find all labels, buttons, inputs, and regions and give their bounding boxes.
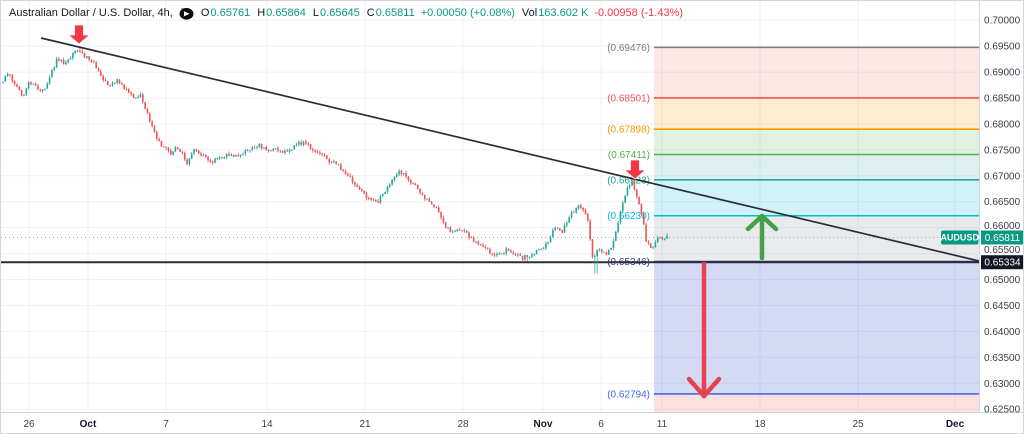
zone-band	[654, 97, 979, 130]
axis-label: (0.62794)	[607, 389, 650, 400]
line-price-tag: 0.65334	[981, 255, 1023, 270]
axis-label: (0.69476)	[607, 43, 650, 54]
symbol-price-tag: AUDUSD 0.65811	[940, 230, 1023, 245]
close-value: C0.65811	[366, 7, 415, 19]
axis-label: 18	[754, 419, 766, 430]
axis-label: 14	[261, 419, 273, 430]
provider-logo-icon	[179, 7, 194, 20]
candlestick-series	[2, 47, 668, 274]
axis-label: Dec	[946, 419, 965, 430]
zone-band	[654, 129, 979, 155]
marker-arrows[interactable]	[67, 24, 647, 180]
change-value: +0.00050 (+0.08%)	[420, 7, 515, 19]
axis-label: 0.67000	[984, 171, 1021, 182]
zone-band	[654, 393, 979, 413]
axis-label: 0.62500	[984, 405, 1021, 416]
high-value: H0.65864	[257, 7, 306, 19]
axis-label: 0.69000	[984, 68, 1021, 79]
axis-label: 0.63000	[984, 379, 1021, 390]
arrow-down-marker-icon[interactable]	[623, 159, 647, 180]
arrow-down-marker-icon[interactable]	[67, 24, 91, 45]
axis-label: 0.70000	[984, 16, 1021, 27]
open-value: O0.65761	[200, 7, 251, 19]
axis-label: 0.63500	[984, 353, 1021, 364]
zone-band	[654, 261, 979, 394]
axis-label: 0.66000	[984, 221, 1021, 232]
axis-label: 0.65000	[984, 275, 1021, 286]
zone-band	[654, 47, 979, 98]
axis-label: 25	[852, 419, 864, 430]
price-axis[interactable]: 0.70000 0.69500 0.69000 0.68500 0.68000 0.675…	[984, 16, 1021, 416]
axis-label: Oct	[80, 419, 97, 430]
axis-label: (0.67411)	[608, 150, 650, 161]
axis-label: 0.69500	[984, 42, 1021, 53]
axis-label: 0.64000	[984, 327, 1021, 338]
axis-label: (0.68501)	[607, 93, 650, 104]
axis-label: (0.66230)	[607, 211, 650, 222]
axis-label: 6	[598, 419, 604, 430]
zone-band	[654, 179, 979, 216]
axis-label: 0.66500	[984, 197, 1021, 208]
axis-label: 28	[457, 419, 469, 430]
axis-label: 7	[163, 419, 169, 430]
symbol-title[interactable]: Australian Dollar / U.S. Dollar, 4h,	[9, 7, 173, 19]
time-axis[interactable]: 26 Oct 7 14 21 28 Nov 6 11 18 25 Dec	[23, 419, 964, 430]
zone-band	[654, 154, 979, 180]
axis-label: 0.64500	[984, 301, 1021, 312]
axis-label: 0.68500	[984, 94, 1021, 105]
volume-value: Vol163.602 K	[521, 7, 589, 19]
axis-label: 26	[23, 419, 35, 430]
grid-lines	[1, 1, 979, 412]
axis-label: (0.66923)	[607, 175, 650, 186]
trendline[interactable]	[40, 37, 980, 262]
symbol-name-tag-text: AUDUSD	[940, 233, 979, 243]
axis-label: 0.67500	[984, 145, 1021, 156]
axis-label: (0.67898)	[607, 125, 650, 136]
zone-bands	[654, 47, 979, 413]
symbol-name-tag	[941, 230, 979, 245]
chart-legend: Australian Dollar / U.S. Dollar, 4h, O0.…	[9, 5, 683, 21]
axis-label: 21	[359, 419, 371, 430]
axis-label: Nov	[534, 419, 553, 430]
low-value: L0.65645	[312, 7, 360, 19]
axis-label: 0.65500	[984, 245, 1021, 256]
projection-arrows[interactable]	[686, 213, 779, 399]
line-price-tag-text: 0.65334	[984, 258, 1021, 269]
volume-change-value: -0.00958 (-1.43%)	[594, 7, 684, 19]
zone-band	[654, 215, 979, 262]
axis-label: 11	[657, 419, 668, 430]
symbol-price-tag-text: 0.65811	[985, 233, 1021, 244]
axis-label: 0.68000	[984, 119, 1021, 130]
